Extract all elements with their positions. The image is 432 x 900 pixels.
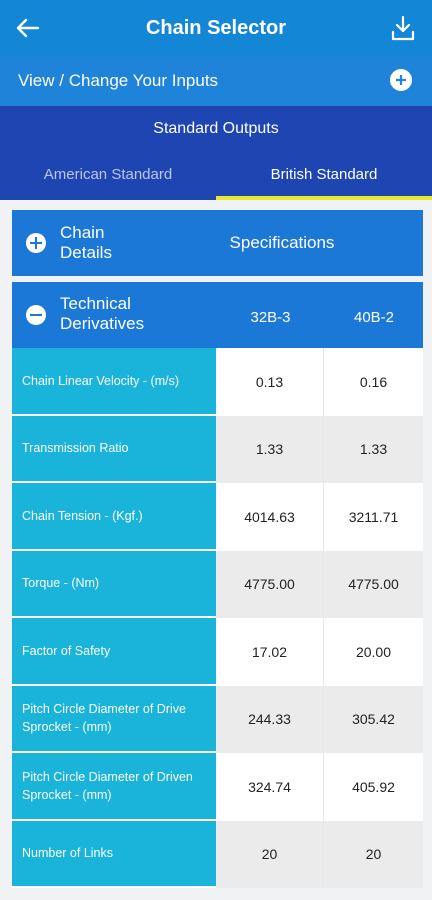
active-tab-underline [216,196,432,200]
collapse-minus-icon[interactable] [26,305,46,325]
back-arrow-icon[interactable] [14,14,42,42]
chain-details-section[interactable]: Chain Details Specifications [12,210,423,276]
download-icon[interactable] [390,14,416,42]
plus-circle-icon[interactable] [390,69,412,91]
row-value-40b-2: 4775.00 [323,550,423,618]
row-value-40b-2: 20.00 [323,618,423,686]
row-value-32b-3: 244.33 [216,685,323,753]
page-title: Chain Selector [145,16,287,39]
column-header-32b-3: 32B-3 [250,309,291,326]
row-value-40b-2: 3211.71 [323,483,423,551]
table-row: Chain Linear Velocity - (m/s) 0.13 0.16 [12,348,423,416]
chain-details-label-line2: Details [60,243,112,262]
technical-label-line2: Derivatives [60,314,145,333]
row-value-40b-2: 305.42 [323,685,423,753]
table-row: Pitch Circle Diameter of Driven Sprocket … [12,753,423,821]
table-row: Number of Links 20 20 [12,820,423,888]
row-value-32b-3: 324.74 [216,753,323,821]
expand-plus-icon[interactable] [26,233,46,253]
table-row: Factor of Safety 17.02 20.00 [12,618,423,686]
app-header: Chain Selector [0,0,432,56]
technical-derivatives-section[interactable]: Technical Derivatives 32B-3 40B-2 [12,282,423,348]
row-value-40b-2: 0.16 [323,348,423,416]
tab-american-standard[interactable]: American Standard [43,166,173,183]
row-value-40b-2: 1.33 [323,415,423,483]
view-change-inputs-bar[interactable]: View / Change Your Inputs [0,56,432,106]
content-area: Chain Details Specifications Technical D… [0,200,432,900]
row-label: Pitch Circle Diameter of Driven Sprocket … [12,753,216,821]
row-value-32b-3: 1.33 [216,415,323,483]
derivatives-table: Chain Linear Velocity - (m/s) 0.13 0.16 … [12,348,423,888]
row-value-32b-3: 17.02 [216,618,323,686]
row-label: Chain Tension - (Kgf.) [12,483,216,551]
technical-label-line1: Technical [60,294,131,313]
tab-british-standard-label: British Standard [270,166,378,183]
chain-details-label-line1: Chain [60,223,105,242]
row-value-32b-3: 4775.00 [216,550,323,618]
table-row: Transmission Ratio 1.33 1.33 [12,415,423,483]
table-row: Chain Tension - (Kgf.) 4014.63 3211.71 [12,483,423,551]
row-value-32b-3: 20 [216,820,323,888]
tab-british-standard[interactable]: British Standard [216,166,432,200]
standard-outputs-title: Standard Outputs [153,120,279,137]
row-label: Factor of Safety [12,618,216,686]
row-label: Chain Linear Velocity - (m/s) [12,348,216,416]
specifications-header: Specifications [229,233,335,252]
table-row: Pitch Circle Diameter of Drive Sprocket -… [12,685,423,753]
standard-outputs-panel: Standard Outputs American Standard Briti… [0,106,432,200]
column-header-40b-2: 40B-2 [353,309,395,326]
row-label: Torque - (Nm) [12,550,216,618]
row-value-32b-3: 4014.63 [216,483,323,551]
row-value-32b-3: 0.13 [216,348,323,416]
row-label: Transmission Ratio [12,415,216,483]
row-value-40b-2: 405.92 [323,753,423,821]
table-row: Torque - (Nm) 4775.00 4775.00 [12,550,423,618]
inputs-bar-label: View / Change Your Inputs [18,71,219,90]
row-label: Pitch Circle Diameter of Drive Sprocket -… [12,685,216,753]
row-value-40b-2: 20 [323,820,423,888]
row-label: Number of Links [12,820,216,888]
